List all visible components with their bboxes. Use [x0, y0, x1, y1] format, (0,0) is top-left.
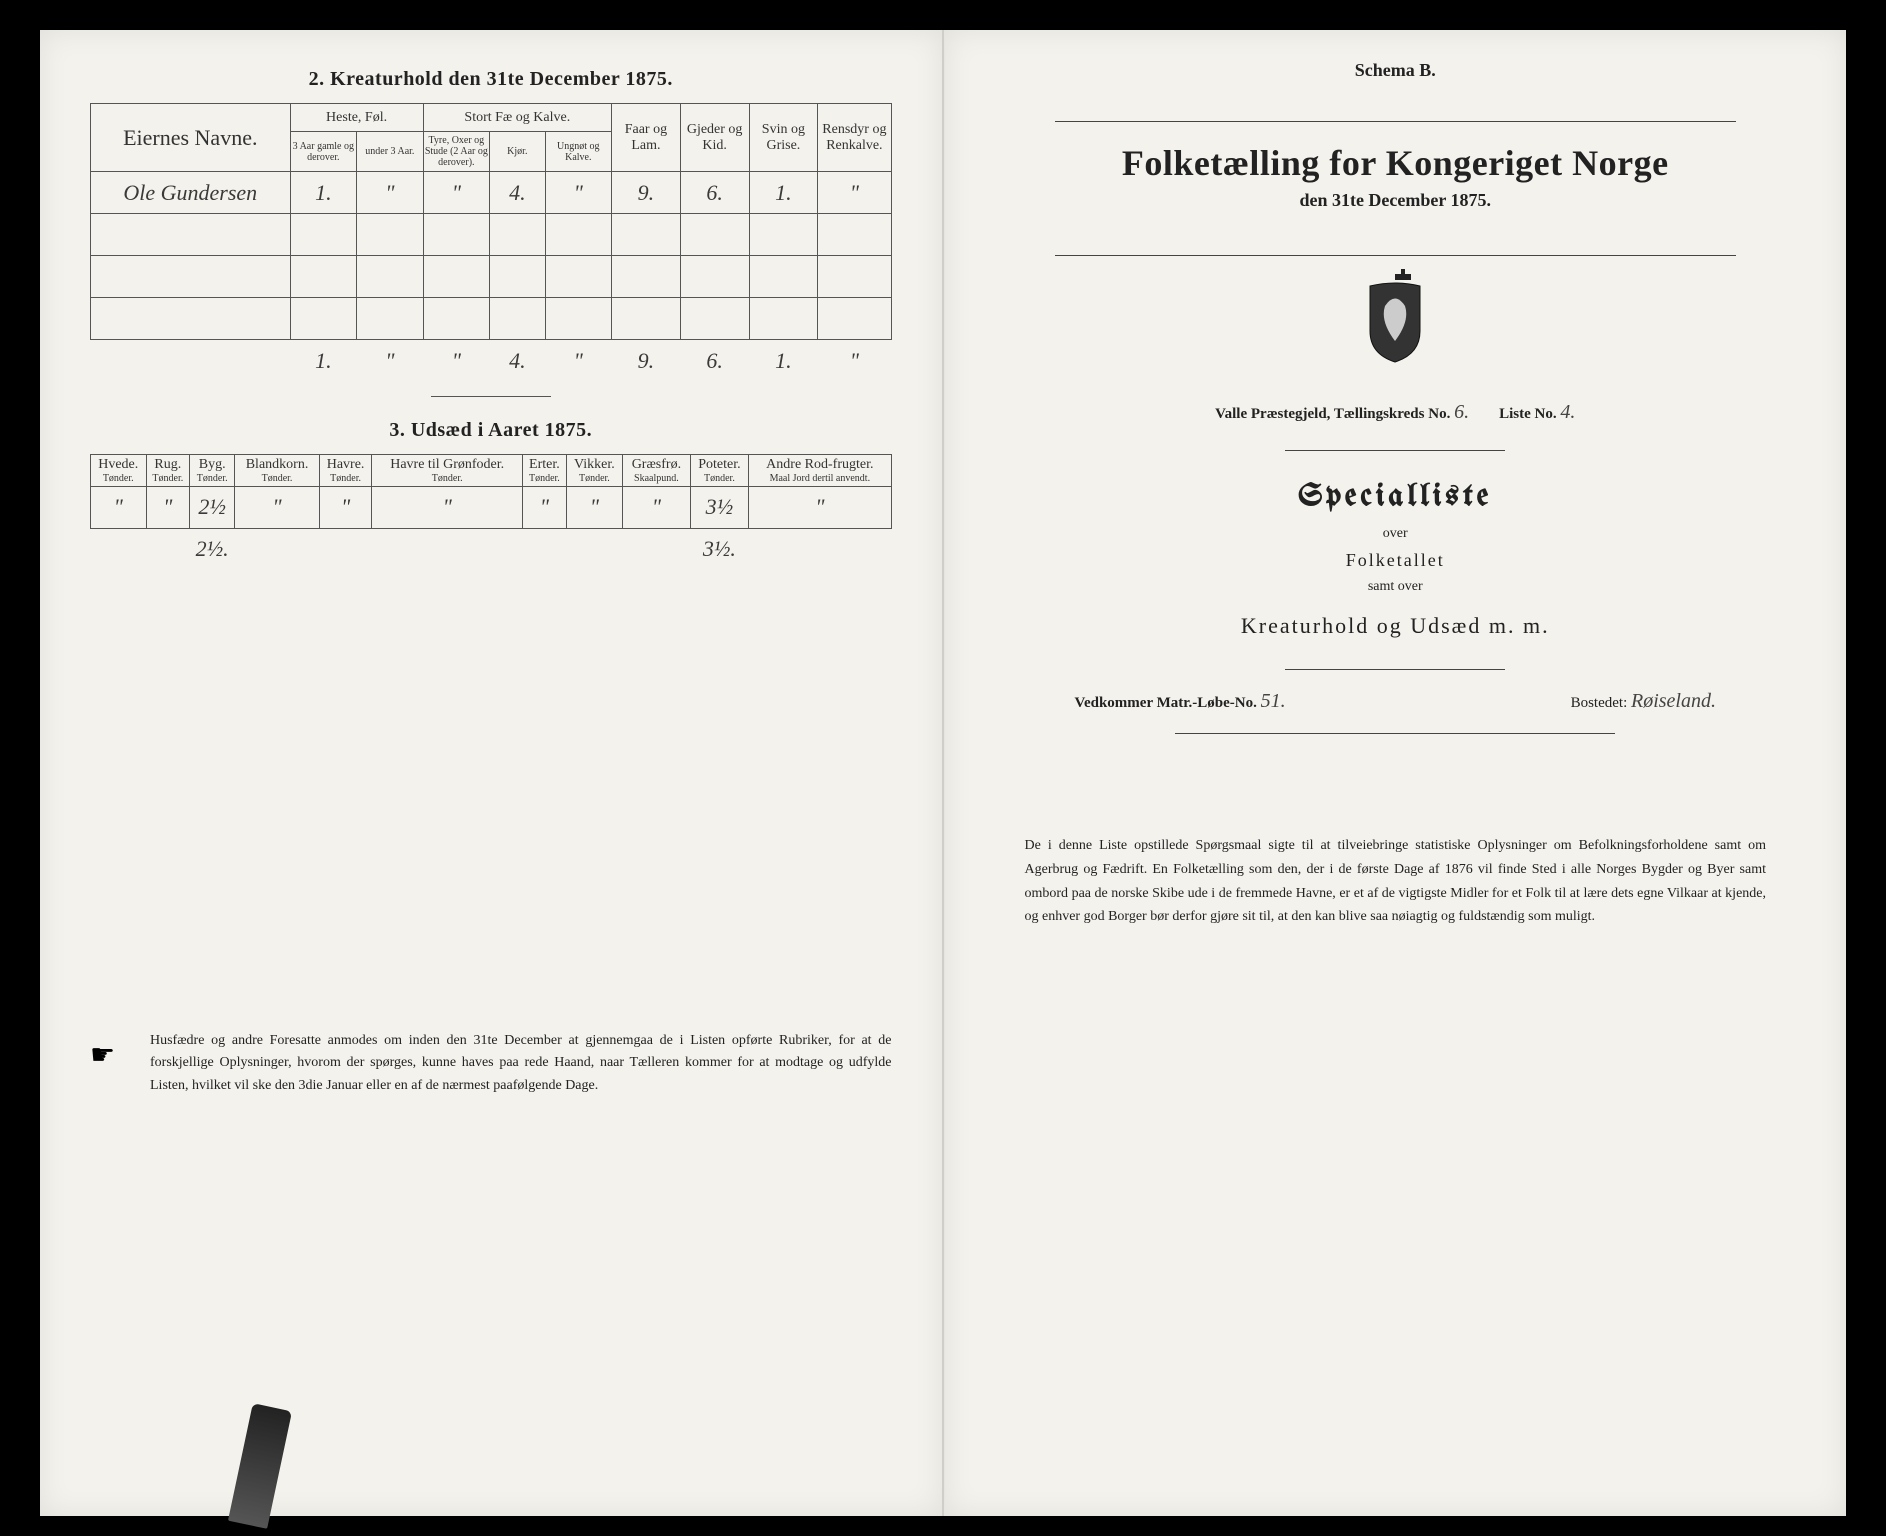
total: "	[357, 340, 424, 382]
col-havre-gron: Havre til Grønfoder.Tønder.	[372, 454, 523, 486]
table-row	[91, 298, 892, 340]
totals-row: 2½. 3½.	[91, 528, 892, 570]
footnote-text: Husfædre og andre Foresatte anmodes om i…	[150, 1033, 892, 1093]
matr-number: 51.	[1261, 690, 1286, 712]
right-page: Schema B. Folketælling for Kongeriget No…	[944, 30, 1847, 1516]
col-goats: Gjeder og Kid.	[680, 104, 749, 172]
cell: 1.	[290, 172, 357, 214]
col-graesfro: Græsfrø.Skaalpund.	[623, 454, 691, 486]
cell: "	[319, 486, 371, 528]
cell: 2½	[190, 486, 235, 528]
table-row	[91, 214, 892, 256]
col-poteter: Poteter.Tønder.	[690, 454, 749, 486]
cell: "	[818, 172, 891, 214]
group-cattle: Stort Fæ og Kalve.	[423, 104, 611, 132]
table-row: Ole Gundersen 1. " " 4. " 9. 6. 1. "	[91, 172, 892, 214]
total: "	[423, 340, 490, 382]
folketallet-text: Folketallet	[995, 550, 1797, 571]
schema-label: Schema B.	[995, 60, 1797, 81]
section-2-title: 2. Kreaturhold den 31te December 1875.	[90, 68, 892, 91]
property-meta: Vedkommer Matr.-Løbe-No. 51. Bostedet: R…	[995, 690, 1797, 713]
pen-object	[228, 1403, 292, 1529]
coat-of-arms-icon	[995, 266, 1797, 371]
col-blandkorn: Blandkorn.Tønder.	[235, 454, 320, 486]
divider	[1285, 450, 1505, 451]
cell: "	[146, 486, 190, 528]
divider	[431, 396, 551, 397]
cell: "	[91, 486, 147, 528]
cell: "	[372, 486, 523, 528]
sub-horses-2: under 3 Aar.	[357, 132, 424, 172]
samt-over-text: samt over	[995, 579, 1797, 595]
instruction-footnote: ☛ Husfædre og andre Foresatte anmodes om…	[90, 1030, 892, 1097]
census-subtitle: den 31te December 1875.	[1055, 190, 1737, 211]
cell: 1.	[749, 172, 818, 214]
cell: "	[566, 486, 622, 528]
sub-cattle-3: Ungnøt og Kalve.	[545, 132, 612, 172]
col-erter: Erter.Tønder.	[523, 454, 567, 486]
total: 1.	[749, 340, 818, 382]
section-3-title: 3. Udsæd i Aaret 1875.	[90, 419, 892, 442]
over-text: over	[995, 526, 1797, 542]
census-title: Folketælling for Kongeriget Norge	[1055, 142, 1737, 184]
explanatory-paragraph: De i denne Liste opstillede Spørgsmaal s…	[995, 834, 1797, 929]
sub-horses-1: 3 Aar gamle og derover.	[290, 132, 357, 172]
col-havre: Havre.Tønder.	[319, 454, 371, 486]
total: "	[818, 340, 891, 382]
col-pigs: Svin og Grise.	[749, 104, 818, 172]
book-spread: 2. Kreaturhold den 31te December 1875. E…	[0, 0, 1886, 1536]
divider	[1285, 669, 1505, 670]
total: 4.	[490, 340, 545, 382]
cell: 4.	[490, 172, 545, 214]
col-owner: Eiernes Navne.	[91, 104, 291, 172]
district-meta: Valle Præstegjeld, Tællingskreds No. 6. …	[995, 401, 1797, 424]
col-reindeer: Rensdyr og Renkalve.	[818, 104, 891, 172]
col-sheep: Faar og Lam.	[612, 104, 681, 172]
col-hvede: Hvede.Tønder.	[91, 454, 147, 486]
col-vikker: Vikker.Tønder.	[566, 454, 622, 486]
table-row: " " 2½ " " " " " " 3½ "	[91, 486, 892, 528]
sub-cattle-1: Tyre, Oxer og Stude (2 Aar og derover).	[423, 132, 490, 172]
specialliste-heading: Specialliste	[995, 481, 1797, 514]
cell: "	[623, 486, 691, 528]
seed-table: Hvede.Tønder. Rug.Tønder. Byg.Tønder. Bl…	[90, 454, 892, 571]
total: 2½.	[190, 528, 235, 570]
table-row	[91, 256, 892, 298]
col-rug: Rug.Tønder.	[146, 454, 190, 486]
matr-label: Vedkommer Matr.-Løbe-No.	[1075, 695, 1257, 711]
totals-row: 1. " " 4. " 9. 6. 1. "	[91, 340, 892, 382]
meta-prefix: Valle Præstegjeld, Tællingskreds No.	[1215, 406, 1450, 422]
liste-number: 4.	[1560, 401, 1575, 423]
cell: 9.	[612, 172, 681, 214]
bosted-value: Røiseland.	[1631, 690, 1716, 712]
total: "	[545, 340, 612, 382]
cell: "	[423, 172, 490, 214]
total: 3½.	[690, 528, 749, 570]
liste-label: Liste No.	[1499, 406, 1557, 422]
livestock-table: Eiernes Navne. Heste, Føl. Stort Fæ og K…	[90, 103, 892, 382]
cell: "	[523, 486, 567, 528]
divider	[1175, 733, 1615, 734]
total: 1.	[290, 340, 357, 382]
total: 9.	[612, 340, 681, 382]
total: 6.	[680, 340, 749, 382]
col-byg: Byg.Tønder.	[190, 454, 235, 486]
cell: "	[357, 172, 424, 214]
col-andre: Andre Rod-frugter.Maal Jord dertil anven…	[749, 454, 891, 486]
sub-cattle-2: Kjør.	[490, 132, 545, 172]
cell: 6.	[680, 172, 749, 214]
group-horses: Heste, Føl.	[290, 104, 423, 132]
kreds-number: 6.	[1454, 401, 1469, 423]
pointing-hand-icon: ☛	[90, 1034, 115, 1079]
owner-name: Ole Gundersen	[91, 172, 291, 214]
bosted-label: Bostedet:	[1571, 695, 1628, 711]
cell: "	[545, 172, 612, 214]
cell: "	[235, 486, 320, 528]
cell: "	[749, 486, 891, 528]
kreaturhold-line: Kreaturhold og Udsæd m. m.	[995, 613, 1797, 639]
left-page: 2. Kreaturhold den 31te December 1875. E…	[40, 30, 944, 1516]
cell: 3½	[690, 486, 749, 528]
